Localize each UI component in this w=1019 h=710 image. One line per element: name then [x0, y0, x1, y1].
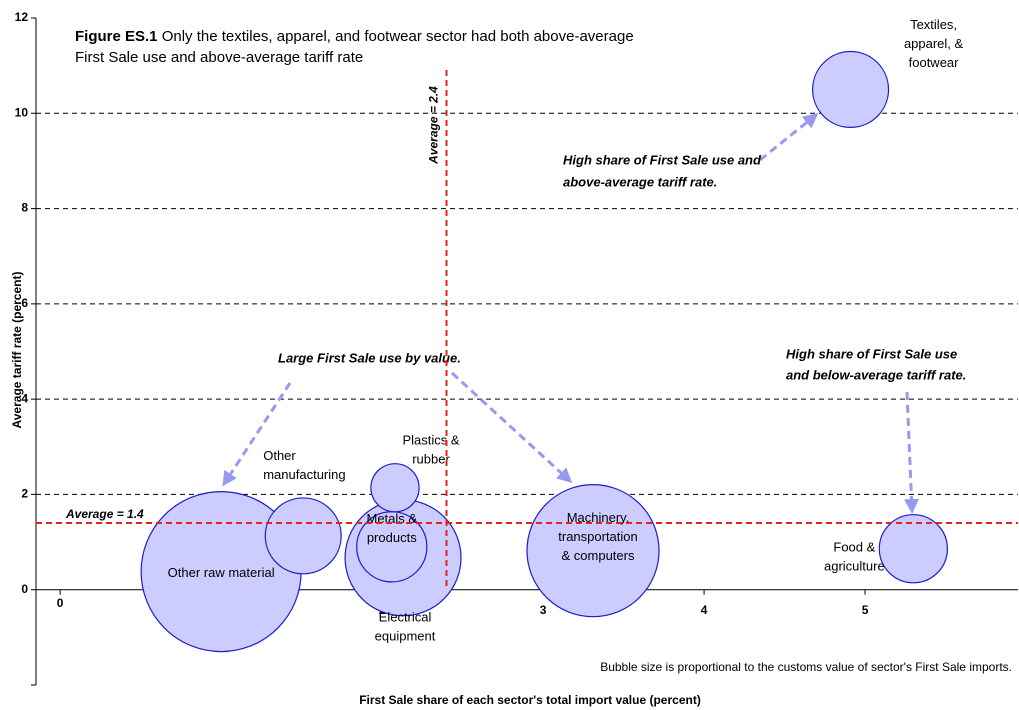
bubble-label: products [367, 530, 417, 545]
bubble-label: Textiles, [910, 17, 957, 32]
arrow [904, 391, 919, 514]
bubble-label: transportation [558, 529, 638, 544]
annotation: Large First Sale use by value. [278, 350, 461, 365]
chart-title: Figure ES.1 Only the textiles, apparel, … [75, 28, 634, 45]
y-tick-label: 12 [15, 10, 29, 24]
x-tick-label: 4 [701, 603, 708, 617]
bubble [812, 50, 890, 129]
y-tick-label: 0 [21, 582, 28, 596]
x-tick-label: 5 [862, 603, 869, 617]
reference-label: Average = 1.4 [65, 507, 144, 521]
y-tick-label: 10 [15, 105, 29, 119]
title-line: First Sale use and above-average tariff … [75, 49, 363, 66]
bubble-label: rubber [412, 452, 450, 467]
arrow [759, 113, 819, 162]
bubble-label: Other [263, 448, 296, 463]
bubble-label: Machinery, [567, 510, 630, 525]
y-tick-label: 8 [21, 201, 28, 215]
bubble-label: agriculture [824, 559, 885, 574]
bubble-label: Electrical [379, 610, 432, 625]
bubble [526, 484, 660, 618]
y-tick-label: 4 [21, 391, 28, 405]
annotation: High share of First Sale use [786, 346, 957, 361]
bubble-label: & computers [562, 548, 635, 563]
bubble-label: equipment [375, 629, 436, 644]
reference-label: Average = 2.4 [427, 86, 441, 165]
bubble-label: Plastics & [402, 433, 459, 448]
y-tick-label: 2 [21, 487, 28, 501]
bubble-label: footwear [909, 55, 960, 70]
annotation: and below-average tariff rate. [786, 367, 966, 382]
title-box [66, 22, 786, 70]
x-axis-label: First Sale share of each sector's total … [359, 693, 701, 707]
bubble [878, 514, 949, 584]
y-tick-label: 6 [21, 296, 28, 310]
y-axis-label: Average tariff rate (percent) [10, 272, 24, 429]
bubble-label: Other raw material [168, 565, 275, 580]
title-line: Only the textiles, apparel, and footwear… [162, 28, 634, 45]
bubble-label: Food & [833, 540, 875, 555]
figure-label: Figure ES.1 [75, 28, 158, 45]
bubble [370, 463, 420, 513]
x-tick-label: 3 [540, 603, 547, 617]
bubble-label: apparel, & [904, 36, 964, 51]
bubble [264, 497, 342, 575]
bubble-label: manufacturing [263, 467, 345, 482]
annotation: above-average tariff rate. [563, 174, 717, 189]
x-tick-label: 0 [57, 596, 64, 610]
arrow [450, 371, 573, 484]
footnote: Bubble size is proportional to the custo… [600, 660, 1012, 674]
annotation: High share of First Sale use and [563, 152, 762, 167]
arrow [222, 382, 292, 487]
